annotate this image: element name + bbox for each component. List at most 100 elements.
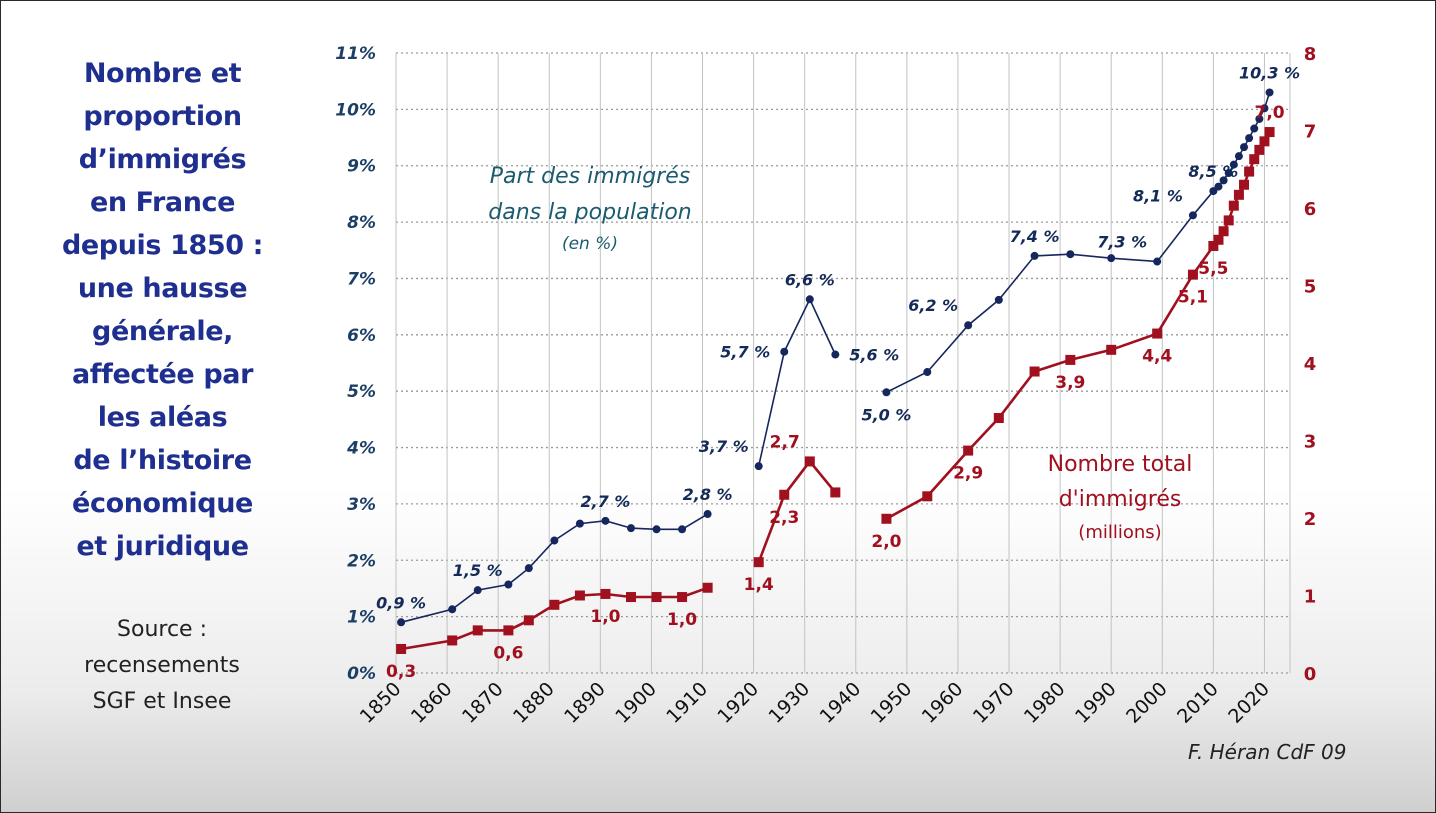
share-point	[1224, 169, 1233, 178]
share-point	[550, 536, 559, 545]
share-point	[1107, 254, 1116, 263]
count-point	[1223, 215, 1234, 226]
y-left-tick-label: 11%	[335, 44, 376, 64]
count-point	[1213, 234, 1224, 245]
share-point	[964, 321, 973, 330]
x-tick-label: 1870	[458, 678, 508, 728]
y-left-tick-label: 1%	[347, 608, 376, 628]
count-point	[1259, 136, 1270, 147]
share-point	[1030, 251, 1039, 260]
share-data-label: 8,1 %	[1133, 186, 1183, 205]
count-point	[1249, 154, 1260, 165]
y-right-tick-label: 8	[1304, 44, 1317, 65]
y-right-tick-label: 5	[1304, 277, 1317, 298]
count-data-label: 1,0	[590, 607, 620, 627]
count-point	[625, 592, 636, 603]
share-data-label: 0,9 %	[376, 593, 426, 612]
count-data-label: 1,0	[667, 610, 697, 630]
count-data-label: 2,7	[770, 432, 800, 452]
y-left-tick-label: 7%	[347, 269, 376, 289]
x-tick-label: 1930	[764, 678, 814, 728]
count-point	[1187, 269, 1198, 280]
share-series-title-line: dans la population	[488, 200, 692, 225]
share-data-label: 6,6 %	[785, 270, 835, 289]
y-left-tick-label: 4%	[346, 439, 376, 459]
source-note: Source : recensements SGF et Insee	[84, 617, 240, 714]
x-tick-label: 1920	[713, 678, 763, 728]
y-left-tick-label: 6%	[347, 326, 376, 346]
share-point	[678, 525, 687, 534]
share-series-title-line: (en %)	[562, 234, 618, 254]
share-point	[575, 519, 584, 528]
count-point	[963, 445, 974, 456]
share-point	[1234, 152, 1243, 161]
share-point	[994, 295, 1003, 304]
share-point	[754, 462, 763, 471]
share-point	[805, 295, 814, 304]
count-point	[1065, 354, 1076, 365]
share-point	[1250, 124, 1259, 133]
count-data-label: 2,3	[769, 508, 799, 528]
share-data-label: 10,3 %	[1239, 63, 1300, 82]
count-data-label: 4,4	[1142, 347, 1172, 367]
share-point	[703, 510, 712, 519]
y-right-tick-label: 6	[1304, 199, 1317, 220]
share-point	[504, 580, 513, 589]
share-point	[923, 368, 932, 377]
x-tick-label: 2020	[1224, 678, 1274, 728]
share-point	[1260, 104, 1269, 113]
count-point	[804, 456, 815, 467]
count-point	[1244, 166, 1255, 177]
count-point	[396, 643, 407, 654]
share-point	[1255, 114, 1264, 123]
count-point	[779, 489, 790, 500]
x-tick-label: 1980	[1020, 678, 1070, 728]
y-left-tick-label: 9%	[347, 157, 376, 177]
count-point	[523, 615, 534, 626]
count-data-label: 0,3	[386, 662, 416, 682]
share-point	[780, 347, 789, 356]
share-point	[1240, 143, 1249, 152]
chart-grid	[395, 52, 1291, 674]
x-tick-label: 1960	[918, 678, 968, 728]
share-point	[1229, 160, 1238, 169]
count-point	[574, 590, 585, 601]
count-point	[1208, 240, 1219, 251]
count-data-label: 2,0	[871, 532, 901, 552]
y-left-tick-label: 10%	[335, 100, 376, 120]
x-tick-label: 1900	[611, 678, 661, 728]
x-tick-label: 1910	[662, 678, 712, 728]
y-left-tick-label: 5%	[347, 382, 376, 402]
count-data-label: 3,9	[1055, 373, 1085, 393]
count-data-label: 1,4	[744, 575, 774, 595]
share-point	[601, 516, 610, 525]
share-point	[1066, 250, 1075, 259]
count-point	[702, 582, 713, 593]
count-point	[830, 487, 841, 498]
count-point	[1239, 179, 1250, 190]
chart-annotations: Part des immigrés dans la population (en %…	[488, 164, 1192, 543]
x-tick-label: 1890	[560, 678, 610, 728]
count-point	[1152, 328, 1163, 339]
count-series-line	[757, 459, 837, 563]
count-point	[922, 491, 933, 502]
share-point	[1219, 176, 1228, 185]
share-data-label: 7,3 %	[1097, 233, 1147, 252]
count-point	[881, 513, 892, 524]
x-tick-label: 1880	[509, 678, 559, 728]
chart-data-labels: 0,9 % 1,5 % 2,7 % 2,8 % 3,7 % 5,7 % 6,6 % 5,6 %…	[376, 63, 1300, 682]
share-data-label: 5,7 %	[720, 343, 770, 362]
share-series-line	[757, 297, 837, 467]
share-data-label: 8,5 %	[1188, 162, 1238, 181]
count-point	[753, 557, 764, 568]
count-series-title-line: (millions)	[1078, 522, 1161, 543]
count-point	[1106, 344, 1117, 355]
y-right-tick-label: 7	[1304, 122, 1317, 143]
count-data-label: 2,9	[953, 464, 983, 484]
share-point	[652, 525, 661, 534]
count-point	[503, 625, 514, 636]
count-series-title-line: Nombre total	[1048, 452, 1193, 477]
x-tick-label: 2010	[1173, 678, 1223, 728]
y-left-tick-label: 8%	[347, 213, 376, 233]
